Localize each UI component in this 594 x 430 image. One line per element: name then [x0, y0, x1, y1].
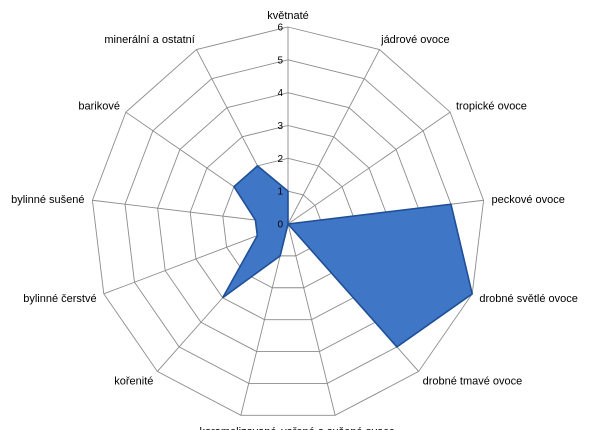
grid-ring-3 [189, 125, 387, 321]
axis-spoke [287, 111, 451, 225]
category-label: drobné tmavé ovoce [423, 375, 523, 387]
category-label: květnaté [267, 10, 309, 22]
category-label: kořenité [114, 375, 153, 387]
category-label: peckové ovoce [491, 194, 564, 206]
axis-spoke [287, 223, 336, 416]
radial-axis-ticks: 0 1 2 3 4 5 6 [277, 23, 283, 231]
category-label: minerální a ostatní [104, 34, 195, 46]
tick-label: 5 [277, 55, 283, 66]
category-label: bylinné sušené [11, 194, 84, 206]
tick-label: 3 [277, 121, 283, 132]
category-label: jádrové ovoce [380, 34, 450, 46]
category-label: bylinné čerstvé [23, 293, 96, 305]
tick-label: 2 [277, 154, 283, 165]
grid-ring-6 [91, 26, 485, 416]
category-label: karamelizované [199, 426, 276, 430]
category-label: drobné světlé ovoce [479, 293, 577, 305]
series-area [221, 164, 474, 348]
category-label: barikové [78, 100, 120, 112]
tick-label: 0 [277, 220, 283, 231]
category-labels: květnaté jádrové ovoce tropické ovoce pecko… [11, 10, 578, 430]
grid-ring-5 [124, 59, 452, 384]
tick-label: 4 [277, 88, 283, 99]
category-label: vařené a sušené ovoce [281, 426, 395, 430]
category-label: tropické ovoce [456, 100, 527, 112]
tick-label: 1 [277, 187, 283, 198]
radar-series [221, 164, 474, 348]
grid-ring-2 [222, 157, 354, 289]
grid-ring-4 [157, 92, 419, 352]
tick-label: 6 [277, 23, 283, 34]
axis-spoke [287, 49, 380, 225]
